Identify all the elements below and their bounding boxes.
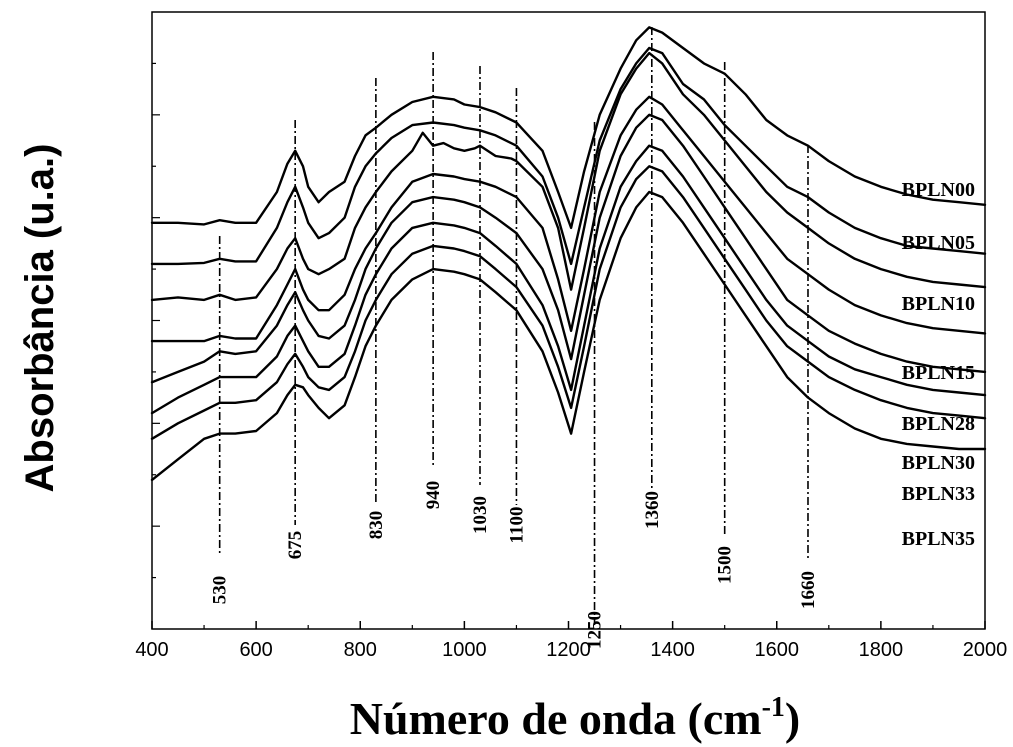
reference-lines <box>218 27 809 625</box>
series-label-bpln35: BPLN35 <box>902 528 975 550</box>
peak-label-1500: 1500 <box>715 546 736 584</box>
x-tick-label: 1000 <box>442 639 487 661</box>
peak-label-1030: 1030 <box>470 496 491 534</box>
series-label-bpln00: BPLN00 <box>902 179 975 201</box>
x-tick-label: 800 <box>344 639 377 661</box>
series-label-bpln28: BPLN28 <box>902 413 975 435</box>
x-tick-label: 1800 <box>859 639 904 661</box>
x-axis-label-close: ) <box>785 693 800 744</box>
peak-labels: 530 675 830 940 1030 1100 1250 1360 1500 1660 <box>210 481 819 649</box>
y-axis-ticks <box>152 62 160 579</box>
x-axis-label-main: Número de onda (cm <box>350 693 762 744</box>
x-axis-ticks: 400 600 800 1000 1200 1400 1600 1800 2000 <box>135 621 1007 661</box>
series-line-bpln05 <box>150 46 987 266</box>
x-tick-label: 1400 <box>650 639 695 661</box>
series-labels: BPLN00 BPLN05 BPLN10 BPLN15 BPLN28 BPLN30 BPLN… <box>902 179 975 550</box>
series-line-bpln15 <box>150 95 987 343</box>
series-line-bpln28 <box>150 113 987 384</box>
peak-label-1660: 1660 <box>798 571 819 609</box>
series-line-bpln30 <box>150 144 987 415</box>
series-label-bpln33: BPLN33 <box>902 483 975 505</box>
series-line-bpln10 <box>150 51 987 302</box>
peak-label-1100: 1100 <box>506 507 527 544</box>
series-line-bpln00 <box>150 26 987 230</box>
x-axis-label: Número de onda (cm-1) <box>350 692 801 744</box>
x-tick-label: 600 <box>239 639 272 661</box>
x-tick-label: 1600 <box>755 639 800 661</box>
peak-label-675: 675 <box>285 531 306 560</box>
peak-label-1360: 1360 <box>642 491 663 529</box>
x-tick-label: 2000 <box>963 639 1008 661</box>
series-line-bpln35 <box>150 190 987 482</box>
x-tick-label: 1200 <box>546 639 591 661</box>
peak-label-940: 940 <box>423 481 444 510</box>
x-axis-label-superscript: -1 <box>762 692 785 723</box>
series-line-bpln33 <box>150 165 987 440</box>
series-group <box>150 26 987 482</box>
series-label-bpln05: BPLN05 <box>902 232 975 254</box>
y-axis-label: Absorbância (u.a.) <box>18 144 62 493</box>
peak-label-530: 530 <box>210 576 231 605</box>
series-label-bpln15: BPLN15 <box>902 362 975 384</box>
x-tick-label: 400 <box>135 639 168 661</box>
peak-label-830: 830 <box>366 511 387 540</box>
peak-label-1250: 1250 <box>585 611 606 649</box>
series-label-bpln30: BPLN30 <box>902 452 975 474</box>
series-label-bpln10: BPLN10 <box>902 293 975 315</box>
